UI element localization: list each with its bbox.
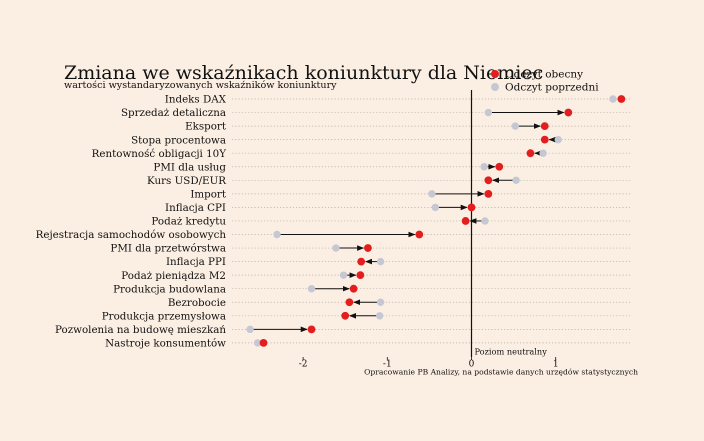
legend-current-label: Odczyt obecny xyxy=(505,69,583,81)
current-reading-dot xyxy=(526,149,535,158)
previous-reading-dot xyxy=(554,135,562,144)
category-label: Rejestracja samochodów osobowych xyxy=(36,229,227,241)
previous-reading-dot xyxy=(332,244,340,252)
category-label: Produkcja budowlana xyxy=(113,283,226,295)
category-label: Inflacja CPI xyxy=(165,202,226,214)
current-reading-dot xyxy=(364,244,372,252)
category-label: Eksport xyxy=(185,121,227,133)
category-label: Sprzedaż detaliczna xyxy=(121,107,226,119)
current-reading-dot xyxy=(357,257,366,266)
current-reading-dot xyxy=(341,311,350,320)
category-label: Stopa procentowa xyxy=(131,134,226,146)
previous-reading-dot xyxy=(480,163,488,171)
previous-reading-dot xyxy=(428,190,436,198)
chart-title: Zmiana we wskaźnikach koniunktury dla Ni… xyxy=(64,62,543,84)
previous-reading-dot xyxy=(376,312,384,320)
current-reading-dot xyxy=(484,176,493,185)
current-reading-dot xyxy=(484,189,493,198)
category-label: Kurs USD/EUR xyxy=(147,175,226,187)
category-label: Produkcja przemysłowa xyxy=(102,310,226,322)
current-reading-dot xyxy=(461,217,470,225)
x-tick-label: -2 xyxy=(299,360,308,370)
category-label: Pozwolenia na budowę mieszkań xyxy=(55,324,226,336)
previous-reading-dot xyxy=(431,203,439,212)
previous-reading-dot xyxy=(339,271,348,279)
source-note: Opracowanie PB Analizy, na podstawie dan… xyxy=(364,368,638,377)
previous-reading-dot xyxy=(539,149,547,157)
previous-reading-dot xyxy=(246,325,254,334)
current-reading-dot xyxy=(349,284,358,293)
x-tick-label: -1 xyxy=(383,360,392,370)
previous-reading-dot xyxy=(512,176,520,184)
category-label: Import xyxy=(190,188,227,200)
x-tick-label: 0 xyxy=(469,360,475,370)
category-label: Inflacja PPI xyxy=(166,256,226,268)
category-label: Podaż kredytu xyxy=(151,216,226,228)
category-label: Indeks DAX xyxy=(165,94,227,106)
previous-reading-dot xyxy=(484,108,493,117)
category-label: Nastroje konsumentów xyxy=(105,338,226,350)
x-tick-label: 1 xyxy=(553,360,559,370)
current-reading-dot xyxy=(540,135,549,144)
previous-reading-dot xyxy=(376,298,385,306)
category-label: PMI dla przetwórstwa xyxy=(110,243,226,255)
current-reading-dot xyxy=(345,298,354,307)
current-reading-dot xyxy=(307,325,316,334)
current-reading-dot xyxy=(356,271,365,280)
category-label: PMI dla usług xyxy=(153,161,226,173)
current-reading-dot xyxy=(617,95,626,103)
neutral-label: Poziom neutralny xyxy=(475,347,548,357)
previous-reading-dot xyxy=(511,122,519,130)
current-reading-dot xyxy=(564,108,573,117)
previous-reading-dot xyxy=(253,339,262,347)
previous-reading-dot xyxy=(609,95,617,103)
chart-subtitle: wartości wystandaryzowanych wskaźników k… xyxy=(64,80,337,91)
previous-reading-dot xyxy=(273,230,281,239)
previous-reading-dot xyxy=(481,217,489,225)
current-reading-dot xyxy=(415,230,424,239)
previous-reading-dot xyxy=(307,285,316,293)
legend-previous-label: Odczyt poprzedni xyxy=(505,82,599,94)
legend-previous-dot xyxy=(491,83,499,91)
category-label: Rentowność obligacji 10Y xyxy=(92,147,227,160)
category-label: Podaż pieniądza M2 xyxy=(121,270,226,282)
legend-current-dot xyxy=(491,70,499,78)
current-reading-dot xyxy=(495,162,504,171)
category-label: Bezrobocie xyxy=(168,297,226,309)
previous-reading-dot xyxy=(376,257,385,266)
current-reading-dot xyxy=(540,122,549,130)
current-reading-dot xyxy=(467,203,476,212)
current-reading-dot xyxy=(259,339,268,347)
